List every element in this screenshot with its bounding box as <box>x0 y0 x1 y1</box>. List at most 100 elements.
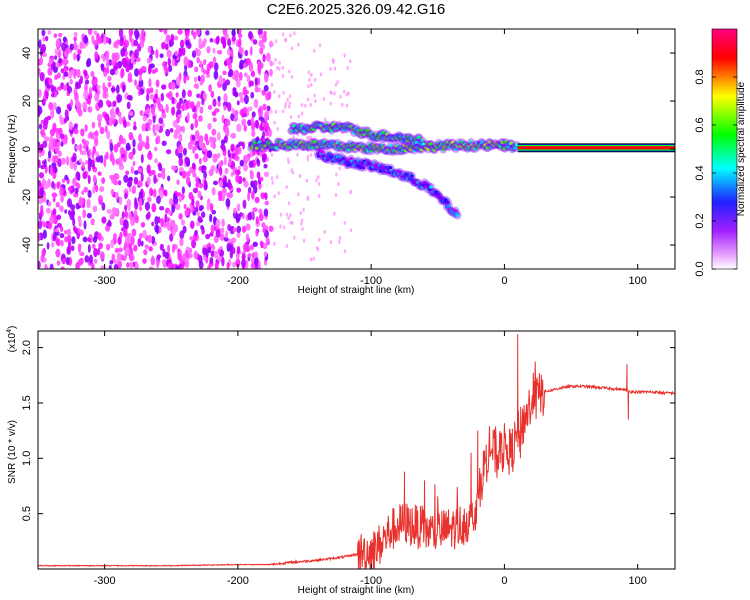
noise-cell <box>211 128 217 136</box>
noise-cell <box>52 196 56 203</box>
track-cell <box>376 167 381 171</box>
noise-cell <box>51 241 55 248</box>
noise-cell <box>245 233 250 242</box>
noise-cell <box>134 260 138 269</box>
noise-cell <box>249 80 254 87</box>
noise-cell <box>129 261 134 269</box>
noise-cell <box>131 235 135 246</box>
noise-cell <box>114 248 120 253</box>
noise-cell <box>262 53 266 63</box>
noise-cell <box>83 35 89 45</box>
noise-cell <box>196 211 200 217</box>
noise-cell <box>258 34 264 39</box>
noise-cell <box>171 166 178 171</box>
noise-cell <box>222 78 226 83</box>
noise-cell <box>232 87 237 93</box>
noise-cell <box>118 38 125 47</box>
noise-cell <box>256 158 260 164</box>
noise-cell <box>297 114 300 119</box>
track-cell <box>311 127 316 131</box>
noise-cell <box>179 230 185 239</box>
noise-cell <box>187 141 193 150</box>
noise-cell <box>312 256 315 261</box>
noise-cell <box>39 71 45 82</box>
noise-cell <box>236 203 241 212</box>
noise-cell <box>215 36 220 45</box>
noise-cell <box>63 229 68 235</box>
noise-cell <box>209 38 214 43</box>
noise-cell <box>46 84 52 89</box>
noise-cell <box>137 237 142 247</box>
noise-cell <box>249 244 255 251</box>
noise-cell <box>235 258 241 268</box>
noise-cell <box>235 174 240 183</box>
noise-cell <box>184 156 189 165</box>
noise-cell <box>255 216 259 225</box>
track-cell <box>380 144 385 148</box>
noise-cell <box>234 91 239 98</box>
track-cell <box>396 144 401 148</box>
noise-cell <box>239 159 245 167</box>
noise-cell <box>192 146 196 154</box>
track-cell <box>486 146 490 150</box>
noise-cell <box>112 233 117 239</box>
noise-cell <box>150 256 156 266</box>
noise-cell <box>226 48 231 56</box>
noise-cell <box>170 81 176 90</box>
noise-cell <box>121 211 125 220</box>
noise-cell <box>231 237 237 243</box>
noise-cell <box>130 54 134 64</box>
noise-cell <box>92 163 96 170</box>
noise-cell <box>145 122 151 128</box>
noise-cell <box>44 136 50 142</box>
noise-cell <box>122 58 128 68</box>
y-tick-label: 40 <box>21 47 33 59</box>
noise-cell <box>82 171 88 180</box>
noise-cell <box>318 181 321 186</box>
noise-cell <box>128 151 134 160</box>
noise-cell <box>268 225 274 232</box>
noise-cell <box>289 213 292 218</box>
noise-cell <box>133 176 139 185</box>
noise-cell <box>104 113 110 122</box>
noise-cell <box>139 110 144 116</box>
noise-cell <box>212 153 218 163</box>
noise-cell <box>167 244 170 253</box>
noise-cell <box>81 190 85 195</box>
noise-cell <box>56 222 62 228</box>
noise-cell <box>238 91 244 98</box>
noise-cell <box>167 64 173 73</box>
noise-cell <box>262 103 267 111</box>
colorbar-gradient <box>711 28 738 270</box>
track-cell <box>409 136 414 140</box>
track-cell <box>409 147 413 152</box>
noise-cell <box>87 133 91 139</box>
track-cell <box>360 128 365 132</box>
noise-cell <box>176 115 180 124</box>
noise-cell <box>190 123 194 131</box>
noise-cell <box>131 228 137 237</box>
noise-cell <box>322 97 326 102</box>
noise-cell <box>161 122 165 128</box>
noise-cell <box>263 171 270 178</box>
noise-cell <box>158 206 165 211</box>
noise-cell <box>67 234 72 242</box>
noise-cell <box>197 190 202 199</box>
noise-cell <box>343 53 346 58</box>
noise-cell <box>195 221 201 227</box>
noise-cell <box>161 170 166 180</box>
track-cell <box>421 142 426 146</box>
noise-cell <box>230 172 234 177</box>
noise-cell <box>185 101 189 110</box>
noise-cell <box>190 206 194 213</box>
noise-cell <box>190 101 195 110</box>
noise-cell <box>239 109 245 116</box>
noise-cell <box>207 105 213 111</box>
noise-cell <box>99 154 104 164</box>
colorbar-label: Normalized spectral amplitude <box>736 81 747 216</box>
y-tick-label: 0.5 <box>21 506 33 521</box>
noise-cell <box>346 65 349 70</box>
noise-cell <box>229 249 234 259</box>
noise-cell <box>175 129 180 135</box>
noise-cell <box>277 94 281 99</box>
